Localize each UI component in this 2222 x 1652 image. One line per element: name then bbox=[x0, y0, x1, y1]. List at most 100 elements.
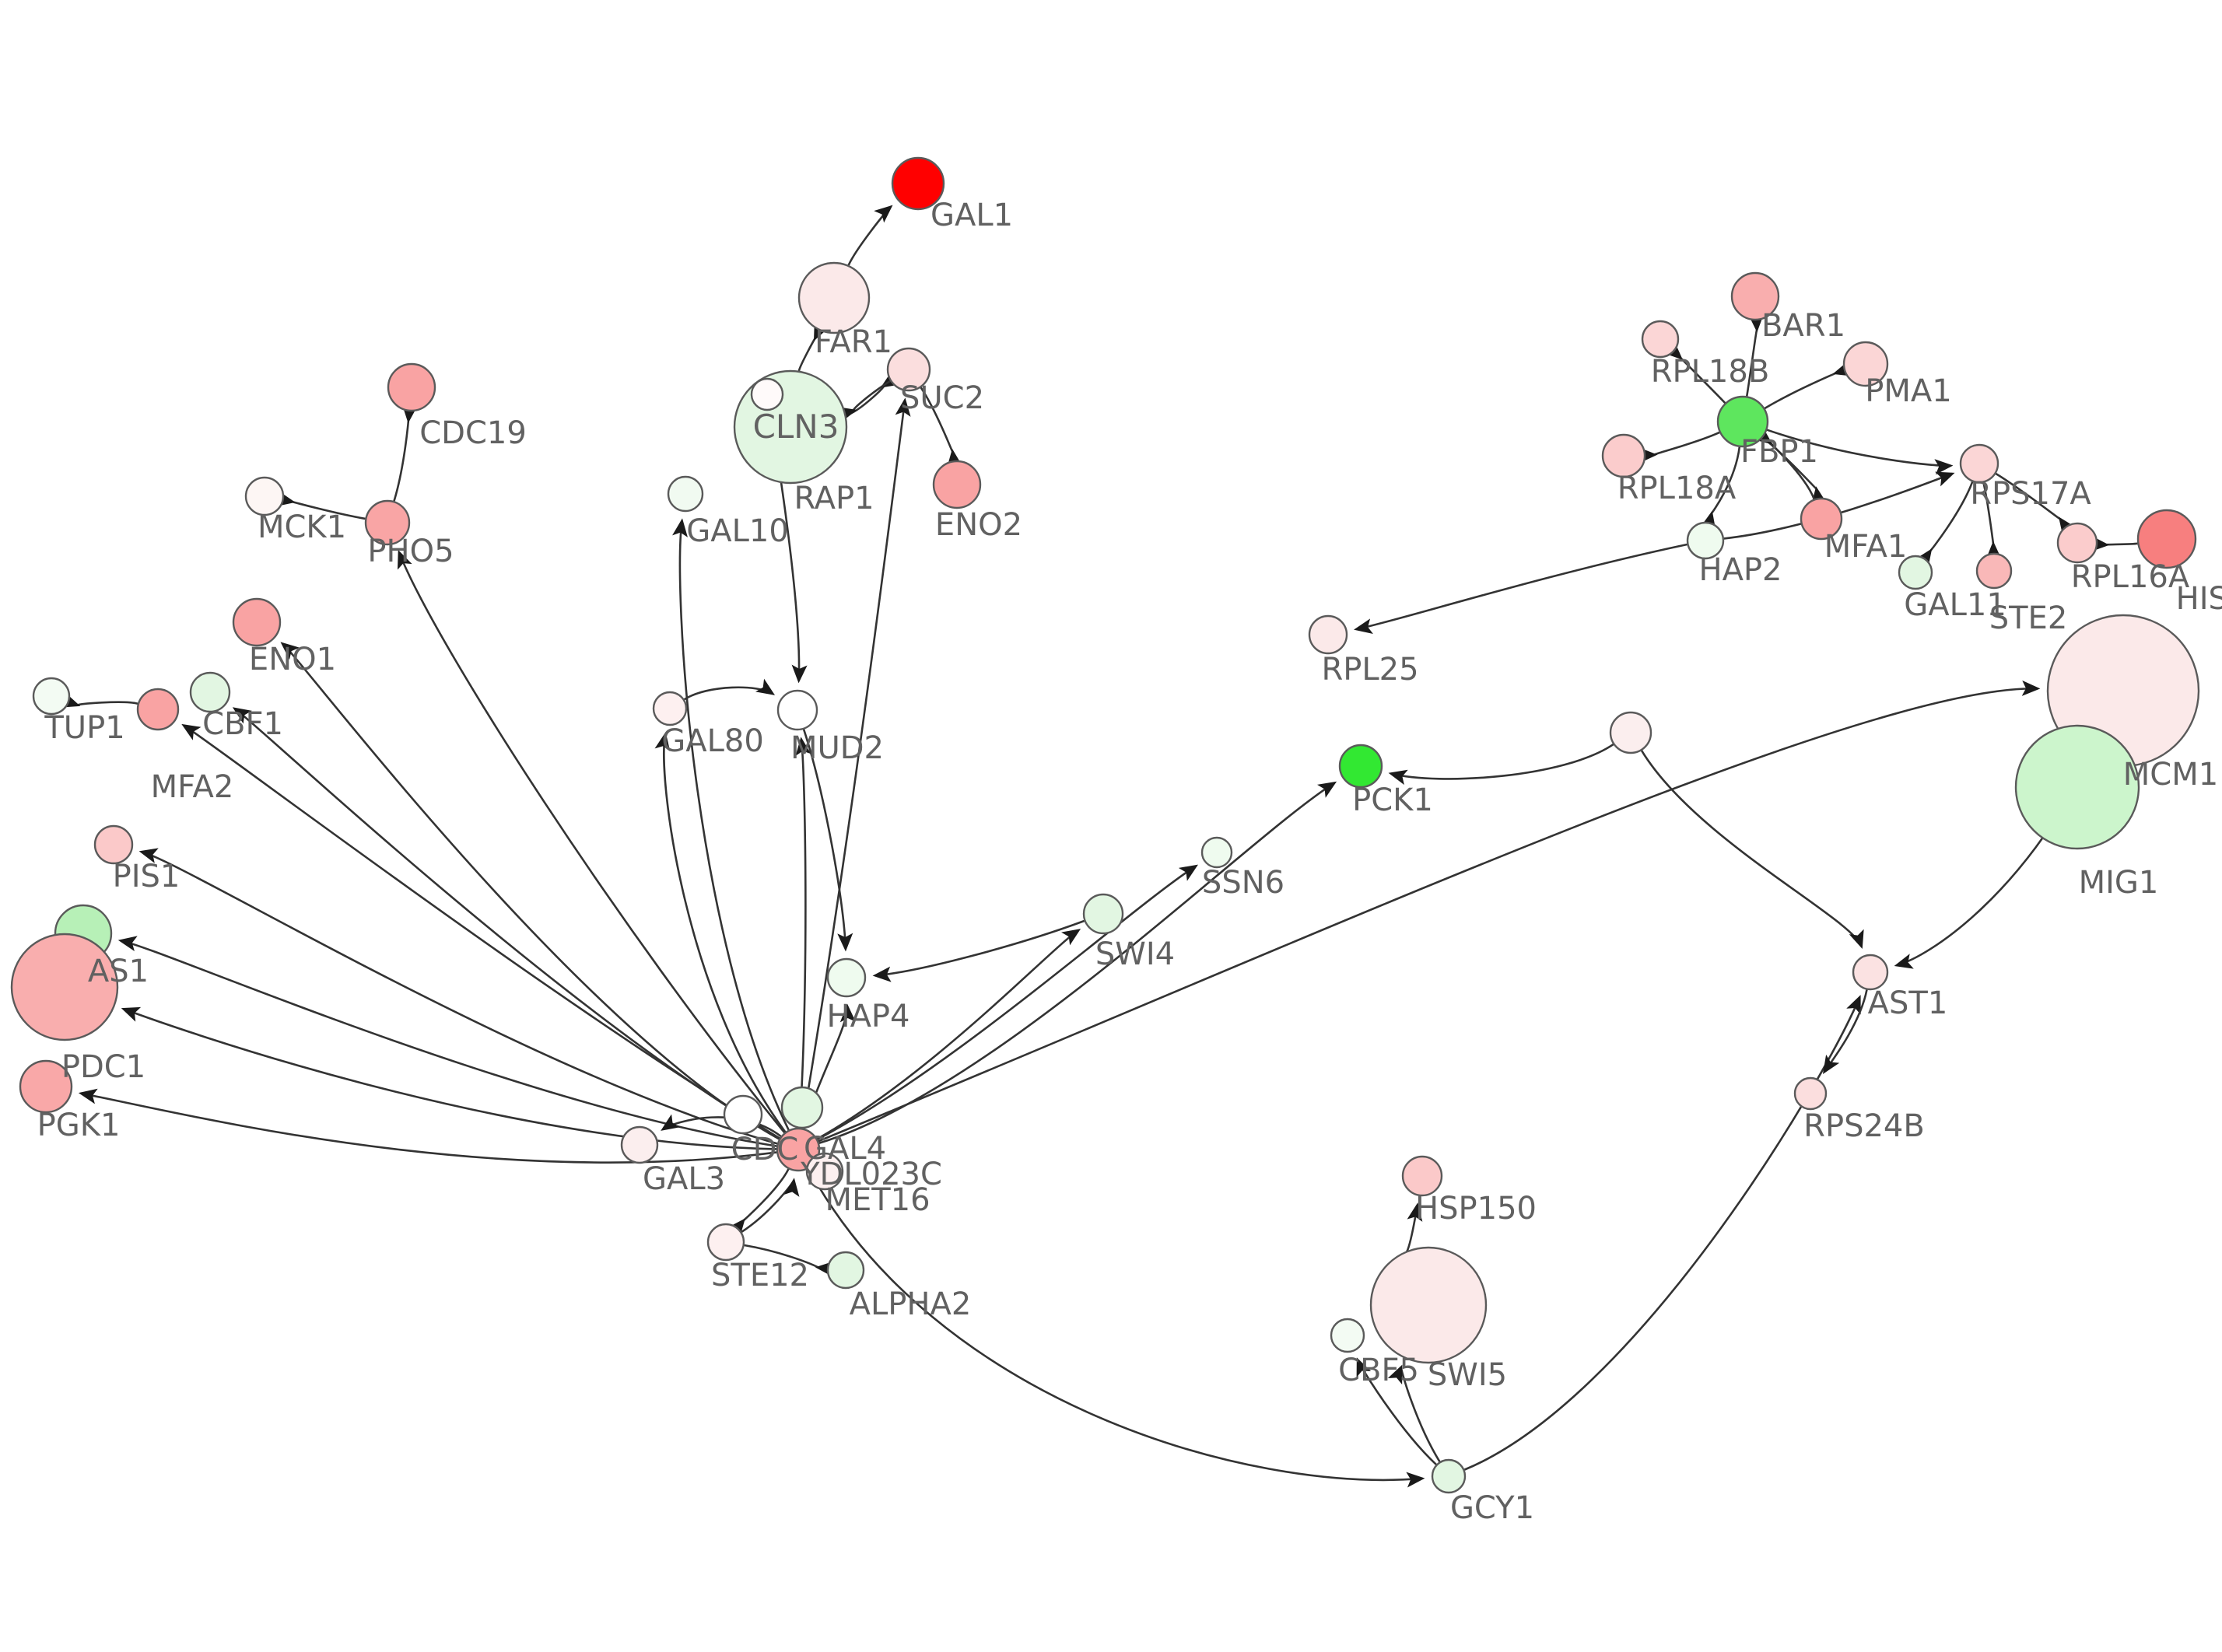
node-pgk1[interactable] bbox=[19, 1059, 73, 1114]
node-rpl25[interactable] bbox=[1308, 614, 1348, 655]
network-edge bbox=[1723, 471, 1955, 540]
network-edge bbox=[802, 729, 853, 952]
node-mfa2[interactable] bbox=[136, 688, 180, 731]
network-edge bbox=[654, 732, 787, 1133]
node-cdc_hub[interactable] bbox=[723, 1094, 763, 1135]
node-ste12[interactable] bbox=[706, 1223, 745, 1262]
node-suc2[interactable] bbox=[886, 347, 931, 392]
network-edge bbox=[683, 678, 776, 701]
network-edge bbox=[232, 707, 780, 1140]
node-hsp150[interactable] bbox=[1401, 1155, 1443, 1197]
node-mig1[interactable] bbox=[2014, 724, 2140, 850]
network-edge bbox=[1388, 1364, 1441, 1462]
node-label-hap2: HAP2 bbox=[1698, 552, 1782, 588]
network-edge bbox=[1764, 361, 1852, 410]
node-mck1[interactable] bbox=[244, 476, 285, 516]
node-label-gal1: GAL1 bbox=[931, 198, 1013, 233]
node-ydl023c[interactable] bbox=[805, 1152, 844, 1191]
network-edge bbox=[661, 1114, 782, 1138]
node-label-mcm1: MCM1 bbox=[2123, 757, 2218, 793]
node-label-ydl023c: YDL023C bbox=[800, 1157, 942, 1192]
network-edge bbox=[797, 321, 829, 372]
node-label-pgk1: PGK1 bbox=[37, 1108, 121, 1143]
node-label-swi4: SWI4 bbox=[1095, 936, 1175, 972]
network-edge bbox=[78, 1088, 777, 1164]
node-label-mfa2: MFA2 bbox=[151, 769, 234, 805]
node-eno1[interactable] bbox=[232, 597, 282, 647]
node-gal10[interactable] bbox=[667, 475, 704, 513]
node-label-rpl18a: RPL18A bbox=[1617, 471, 1737, 506]
node-unlabeled1[interactable] bbox=[1609, 711, 1652, 754]
node-gal1[interactable] bbox=[891, 156, 945, 211]
node-label-cdc19: CDC19 bbox=[419, 415, 527, 451]
network-edge bbox=[808, 1168, 1425, 1488]
node-label-pdc1: PDC1 bbox=[61, 1049, 145, 1085]
network-edge bbox=[837, 380, 891, 422]
node-cbf5[interactable] bbox=[1330, 1318, 1365, 1353]
node-label-pma1: PMA1 bbox=[1865, 373, 1951, 409]
node-label-ssn6: SSN6 bbox=[1202, 865, 1284, 901]
network-edge bbox=[727, 1168, 790, 1238]
network-edge bbox=[117, 936, 777, 1147]
node-rpl16a[interactable] bbox=[2056, 522, 2098, 564]
node-label-swi5: SWI5 bbox=[1428, 1357, 1507, 1393]
node-far1[interactable] bbox=[797, 261, 871, 334]
node-gal11[interactable] bbox=[1898, 555, 1933, 590]
node-swi4[interactable] bbox=[1082, 893, 1124, 935]
node-rpl18b[interactable] bbox=[1641, 320, 1680, 359]
node-label-ste2: STE2 bbox=[1989, 600, 2068, 636]
node-fbp1[interactable] bbox=[1716, 395, 1769, 448]
network-edge bbox=[397, 550, 786, 1134]
node-gal80[interactable] bbox=[652, 691, 688, 726]
node-hap4[interactable] bbox=[826, 957, 867, 998]
node-mfa1[interactable] bbox=[1800, 497, 1843, 541]
node-label-eno2: ENO2 bbox=[935, 507, 1022, 543]
node-gal4[interactable] bbox=[776, 1127, 821, 1172]
node-label-alpha2: ALPHA2 bbox=[850, 1286, 972, 1322]
node-rps24b[interactable] bbox=[1793, 1076, 1828, 1111]
network-edge bbox=[1354, 543, 1688, 635]
node-pck1[interactable] bbox=[1338, 744, 1383, 789]
node-pho5[interactable] bbox=[364, 499, 411, 546]
node-label-pck1: PCK1 bbox=[1352, 782, 1433, 818]
network-edge bbox=[1766, 429, 1954, 475]
node-cbf1[interactable] bbox=[189, 671, 231, 713]
network-edge bbox=[818, 781, 1337, 1145]
node-pdc1[interactable] bbox=[10, 933, 119, 1041]
node-gal3[interactable] bbox=[620, 1125, 659, 1164]
node-bar1[interactable] bbox=[1730, 271, 1780, 321]
node-label-met16_node: MET16 bbox=[825, 1182, 930, 1218]
node-met16_node[interactable] bbox=[780, 1086, 824, 1129]
network-edge bbox=[1995, 472, 2076, 537]
node-tup1[interactable] bbox=[32, 677, 71, 716]
network-edge bbox=[60, 692, 138, 708]
node-ste2[interactable] bbox=[1975, 552, 2013, 590]
network-edge bbox=[138, 848, 778, 1145]
network-edge bbox=[816, 929, 1081, 1140]
node-label-far1: FAR1 bbox=[815, 324, 892, 360]
network-edge bbox=[801, 397, 911, 1129]
node-swi5[interactable] bbox=[1369, 1246, 1488, 1364]
node-pis1[interactable] bbox=[93, 824, 134, 865]
node-pma1[interactable] bbox=[1842, 341, 1889, 387]
node-eno2[interactable] bbox=[932, 460, 982, 509]
node-label-gas1: AS1 bbox=[88, 954, 149, 989]
node-label-rpl18b: RPL18B bbox=[1651, 354, 1770, 390]
node-his4[interactable] bbox=[2136, 509, 2197, 569]
node-ast1[interactable] bbox=[1852, 954, 1889, 991]
node-label-rpl25: RPL25 bbox=[1321, 652, 1418, 688]
node-gcy1[interactable] bbox=[1431, 1458, 1467, 1494]
node-rap1[interactable] bbox=[750, 377, 784, 411]
node-rpl18a[interactable] bbox=[1601, 433, 1646, 478]
node-alpha2[interactable] bbox=[826, 1251, 865, 1290]
node-rps17a[interactable] bbox=[1959, 443, 1999, 484]
network-edge bbox=[1356, 1357, 1437, 1465]
node-mud2[interactable] bbox=[776, 689, 818, 731]
network-edge bbox=[393, 404, 418, 502]
node-label-suc2: SUC2 bbox=[900, 380, 984, 416]
node-cdc19[interactable] bbox=[387, 362, 436, 412]
node-ssn6[interactable] bbox=[1200, 836, 1233, 869]
node-hap2[interactable] bbox=[1686, 521, 1725, 560]
node-label-fbp1: FBP1 bbox=[1740, 434, 1818, 470]
node-label-pis1: PIS1 bbox=[113, 859, 180, 894]
